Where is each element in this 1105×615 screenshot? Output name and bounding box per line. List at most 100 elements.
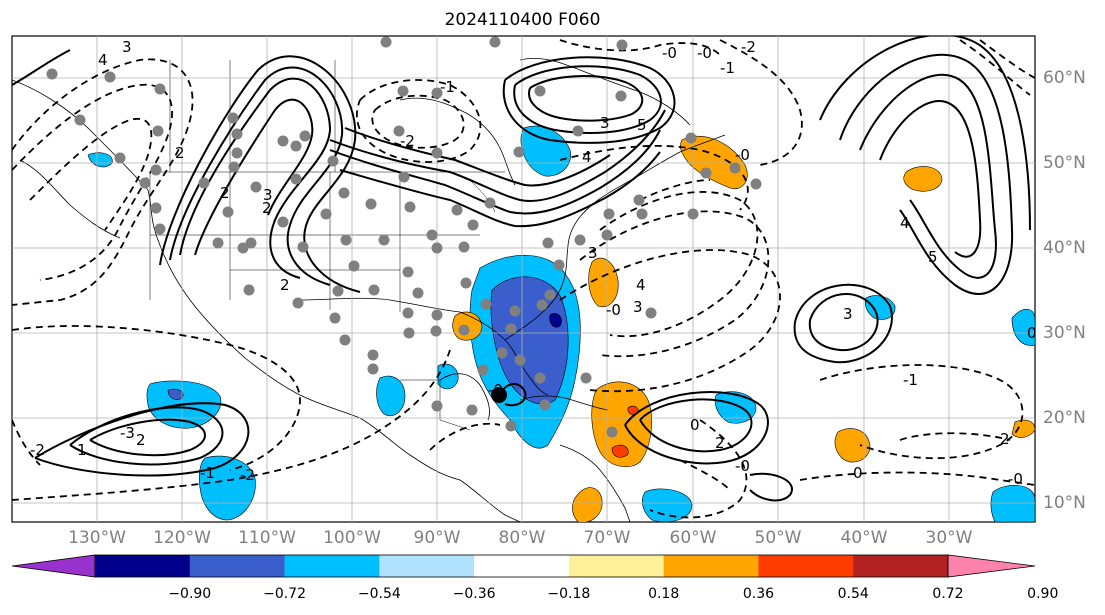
contour-label: 2: [1000, 430, 1010, 448]
colorbar-tick-label: −0.72: [263, 586, 306, 602]
colorbar-segments: [95, 555, 949, 577]
shade-atlantic-negative-1: [714, 391, 757, 424]
colorbar-tick-label: −0.54: [357, 586, 401, 602]
contour-label: 2: [280, 276, 290, 294]
colorbar-tick-label: −0.90: [168, 586, 212, 602]
shade-mexico-negative: [376, 375, 406, 416]
lat-label: 20°N: [1043, 408, 1086, 428]
contour-label: 0: [853, 464, 863, 482]
lon-label: 80°W: [498, 528, 546, 548]
contour-label: 5: [637, 116, 647, 134]
colorbar-segment: [663, 555, 759, 577]
contour-label: -1: [903, 371, 918, 389]
contour-label: 2: [262, 199, 272, 217]
colorbar-segment: [853, 555, 949, 577]
contour-label: 4: [636, 276, 646, 294]
colorbar-segment: [758, 555, 854, 577]
contour-label: 5: [928, 248, 938, 266]
contour-label: 1: [77, 441, 87, 459]
map-title: 2024110400 F060: [444, 10, 601, 30]
shade-se-negative: [990, 485, 1035, 522]
contour-label: -2: [240, 466, 255, 484]
colorbar-tick-label: 0.72: [932, 586, 964, 602]
contour-label: -0: [488, 381, 503, 399]
lon-label: 60°W: [669, 528, 717, 548]
colorbar-tick-label: 0.54: [837, 586, 869, 602]
colorbar-tick-label: −0.18: [547, 586, 591, 602]
lat-label: 40°N: [1043, 238, 1086, 258]
contour-label: 2: [220, 184, 230, 202]
contour-label: -0: [606, 301, 621, 319]
shade-atlantic-positive-1: [588, 257, 619, 308]
contour-label: 4: [900, 214, 910, 232]
colorbar-segment: [474, 555, 570, 577]
contour-label: -1: [200, 464, 215, 482]
contour-label: 2: [715, 434, 725, 452]
shade-east-positive: [834, 428, 871, 463]
political-boundaries: [149, 60, 505, 431]
lat-label: 60°N: [1043, 68, 1086, 88]
colorbar: [11, 554, 1036, 578]
station-dots: [46, 36, 762, 438]
contour-label: -2: [741, 38, 756, 56]
contour-label: 3: [122, 38, 132, 56]
lon-label: 50°W: [754, 528, 802, 548]
colorbar-segment: [284, 555, 380, 577]
colorbar-segment: [568, 555, 665, 577]
contour-label: -3: [120, 424, 135, 442]
contour-label: -2: [30, 441, 45, 459]
shade-caribbean-red: [611, 444, 629, 458]
lon-label: 40°W: [840, 528, 888, 548]
storm-center-marker: [491, 387, 507, 403]
shade-south-negative: [642, 488, 693, 522]
contour-label: 3: [633, 298, 643, 316]
contour-label: -0: [662, 44, 677, 62]
lat-label: 50°N: [1043, 153, 1086, 173]
lon-label: 30°W: [925, 528, 973, 548]
contour-label: 3: [588, 244, 598, 262]
contour-label: -0: [735, 146, 750, 164]
dashed-contours: [12, 39, 1035, 519]
lon-label: 100°W: [323, 528, 381, 548]
colorbar-left-extension: [11, 554, 96, 578]
colorbar-segment: [95, 555, 191, 577]
solid-contours: [12, 36, 1031, 502]
contour-label: -1: [720, 59, 735, 77]
colorbar-right-extension: [947, 554, 1036, 578]
contour-label: -2: [400, 132, 415, 150]
contour-label: 4: [582, 148, 592, 166]
colorbar-segment: [379, 555, 475, 577]
contour-label: -0: [1008, 470, 1023, 488]
contour-label: -0: [735, 457, 750, 475]
colorbar-segment: [189, 555, 286, 577]
colorbar-tick-label: 0.18: [648, 586, 680, 602]
contour-label: 2: [175, 144, 185, 162]
shade-baja-negative: [198, 455, 256, 521]
lon-label: 130°W: [68, 528, 126, 548]
shade-far-east-positive: [1011, 419, 1035, 438]
lat-label: 10°N: [1043, 493, 1086, 513]
contour-label: 0: [690, 416, 700, 434]
contour-label: 3: [263, 186, 273, 204]
contour-label: 4: [98, 51, 108, 69]
lon-label: 70°W: [583, 528, 631, 548]
shade-yucatan-negative: [437, 363, 459, 390]
shade-mid-atlantic-positive: [903, 166, 943, 192]
colorbar-tick-label: 0.90: [1027, 586, 1059, 602]
contour-label: -1: [440, 78, 455, 96]
shade-east-negative: [1011, 308, 1035, 346]
lon-label: 120°W: [153, 528, 211, 548]
lat-label: 30°N: [1043, 323, 1086, 343]
contour-label: 2: [136, 431, 146, 449]
contour-label: 3: [843, 305, 853, 323]
contour-label: 3: [600, 114, 610, 132]
lon-label: 90°W: [413, 528, 461, 548]
colorbar-tick-label: −0.36: [452, 586, 496, 602]
shade-gulf-core: [549, 313, 562, 328]
shade-south-positive: [572, 487, 603, 522]
colorbar-tick-label: 0.36: [742, 586, 775, 602]
lon-label: 110°W: [238, 528, 296, 548]
contour-label: 0: [1027, 324, 1037, 342]
contour-label: -0: [697, 44, 712, 62]
